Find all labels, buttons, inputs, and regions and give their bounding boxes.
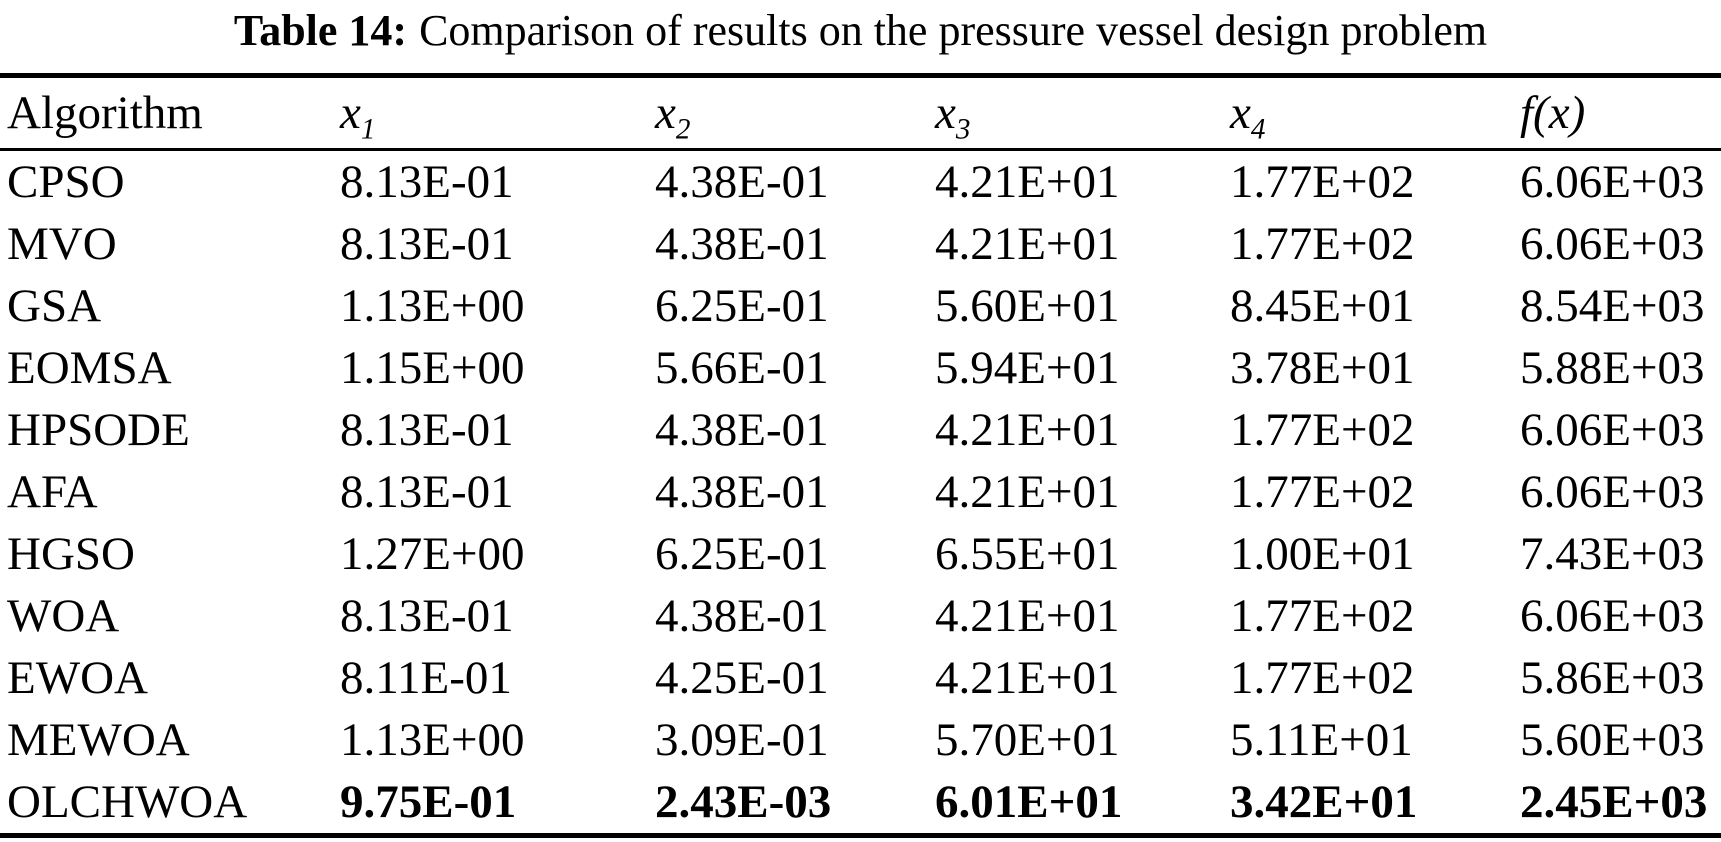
x2-value-cell: 4.38E-01 (655, 218, 829, 270)
x3-value-cell: 4.21E+01 (935, 218, 1120, 270)
fx-value-cell: 6.06E+03 (1520, 404, 1705, 456)
fx-value-cell: 6.06E+03 (1520, 156, 1705, 208)
x2-value-cell: 4.38E-01 (655, 404, 829, 456)
table-row-eomsa: EOMSA 1.15E+00 5.66E-01 5.94E+01 3.78E+0… (0, 337, 1721, 399)
table-row-ewoa: EWOA 8.11E-01 4.25E-01 4.21E+01 1.77E+02… (0, 647, 1721, 709)
x2-subscript: 2 (675, 113, 691, 146)
x3-value-cell: 4.21E+01 (935, 652, 1120, 704)
x3-value-cell: 6.55E+01 (935, 528, 1120, 580)
col-header-x1: x1 (340, 75, 655, 151)
x3-value-cell: 4.21E+01 (935, 156, 1120, 208)
table-caption: Table 14: Comparison of results on the pr… (0, 0, 1721, 59)
x2-symbol: x (655, 87, 676, 139)
algorithm-cell: MEWOA (7, 714, 190, 766)
table-row-hgso: HGSO 1.27E+00 6.25E-01 6.55E+01 1.00E+01… (0, 523, 1721, 585)
x2-value-cell: 4.38E-01 (655, 590, 829, 642)
x4-value-cell: 1.77E+02 (1230, 218, 1415, 270)
x2-value-cell: 5.66E-01 (655, 342, 829, 394)
x4-symbol: x (1230, 87, 1251, 139)
table-row-woa: WOA 8.13E-01 4.38E-01 4.21E+01 1.77E+02 … (0, 585, 1721, 647)
x4-subscript: 4 (1250, 113, 1266, 146)
algorithm-cell: CPSO (7, 156, 125, 208)
col-header-x3: x3 (935, 75, 1230, 151)
table-row-afa: AFA 8.13E-01 4.38E-01 4.21E+01 1.77E+02 … (0, 461, 1721, 523)
table-caption-number: Table 14: (233, 6, 408, 55)
algorithm-cell: WOA (7, 590, 120, 642)
x3-value-cell: 5.70E+01 (935, 714, 1120, 766)
x1-value-cell: 8.13E-01 (340, 156, 514, 208)
fx-value-cell: 6.06E+03 (1520, 590, 1705, 642)
x2-value-cell: 6.25E-01 (655, 528, 829, 580)
algorithm-cell: HGSO (7, 528, 135, 580)
x3-value-cell: 4.21E+01 (935, 466, 1120, 518)
x4-value-cell: 1.77E+02 (1230, 590, 1415, 642)
fx-value-cell: 2.45E+03 (1520, 776, 1708, 828)
fx-value-cell: 5.86E+03 (1520, 652, 1705, 704)
table-row-cpso: CPSO 8.13E-01 4.38E-01 4.21E+01 1.77E+02… (0, 150, 1721, 214)
x4-value-cell: 1.77E+02 (1230, 404, 1415, 456)
x4-value-cell: 8.45E+01 (1230, 280, 1415, 332)
x1-value-cell: 8.13E-01 (340, 404, 514, 456)
algorithm-cell: MVO (7, 218, 117, 270)
table-row-olchwoa: OLCHWOA 9.75E-01 2.43E-03 6.01E+01 3.42E… (0, 771, 1721, 836)
algorithm-cell: AFA (7, 466, 98, 518)
x1-value-cell: 1.27E+00 (340, 528, 525, 580)
header-row: Algorithm x1 x2 x3 x4 f(x) (0, 75, 1721, 151)
table-row-mewoa: MEWOA 1.13E+00 3.09E-01 5.70E+01 5.11E+0… (0, 709, 1721, 771)
fx-value-cell: 5.60E+03 (1520, 714, 1705, 766)
fx-value-cell: 6.06E+03 (1520, 218, 1705, 270)
x4-value-cell: 1.77E+02 (1230, 466, 1415, 518)
x4-value-cell: 3.42E+01 (1230, 776, 1418, 828)
x3-value-cell: 5.60E+01 (935, 280, 1120, 332)
x3-value-cell: 4.21E+01 (935, 404, 1120, 456)
x2-value-cell: 3.09E-01 (655, 714, 829, 766)
x2-value-cell: 4.38E-01 (655, 156, 829, 208)
x4-value-cell: 5.11E+01 (1230, 714, 1413, 766)
algorithm-cell: GSA (7, 280, 102, 332)
col-header-x4: x4 (1230, 75, 1520, 151)
table-row-mvo: MVO 8.13E-01 4.38E-01 4.21E+01 1.77E+02 … (0, 213, 1721, 275)
col-header-fx: f(x) (1520, 75, 1721, 151)
col-header-algorithm: Algorithm (0, 75, 340, 151)
table-row-gsa: GSA 1.13E+00 6.25E-01 5.60E+01 8.45E+01 … (0, 275, 1721, 337)
x1-value-cell: 1.13E+00 (340, 714, 525, 766)
x3-subscript: 3 (955, 113, 971, 146)
x1-value-cell: 8.11E-01 (340, 652, 512, 704)
x4-value-cell: 1.00E+01 (1230, 528, 1415, 580)
fx-value-cell: 8.54E+03 (1520, 280, 1705, 332)
x1-value-cell: 8.13E-01 (340, 218, 514, 270)
x2-value-cell: 6.25E-01 (655, 280, 829, 332)
algorithm-cell: EOMSA (7, 342, 172, 394)
x1-value-cell: 8.13E-01 (340, 590, 514, 642)
x1-symbol: x (340, 87, 361, 139)
x1-value-cell: 1.15E+00 (340, 342, 525, 394)
x1-value-cell: 1.13E+00 (340, 280, 525, 332)
x4-value-cell: 1.77E+02 (1230, 156, 1415, 208)
x3-symbol: x (935, 87, 956, 139)
x3-value-cell: 5.94E+01 (935, 342, 1120, 394)
x4-value-cell: 1.77E+02 (1230, 652, 1415, 704)
algorithm-cell: EWOA (7, 652, 148, 704)
x2-value-cell: 4.25E-01 (655, 652, 829, 704)
x3-value-cell: 4.21E+01 (935, 590, 1120, 642)
fx-value-cell: 5.88E+03 (1520, 342, 1705, 394)
fx-value-cell: 6.06E+03 (1520, 466, 1705, 518)
x4-value-cell: 3.78E+01 (1230, 342, 1415, 394)
x2-value-cell: 4.38E-01 (655, 466, 829, 518)
x1-value-cell: 9.75E-01 (340, 776, 517, 828)
x2-value-cell: 2.43E-03 (655, 776, 832, 828)
table-caption-text: Comparison of results on the pressure ve… (419, 6, 1488, 55)
results-table: Algorithm x1 x2 x3 x4 f(x) CPSO 8.13E-01… (0, 73, 1721, 838)
algorithm-cell: HPSODE (7, 404, 190, 456)
x1-subscript: 1 (360, 113, 376, 146)
col-header-x2: x2 (655, 75, 935, 151)
fx-value-cell: 7.43E+03 (1520, 528, 1705, 580)
x1-value-cell: 8.13E-01 (340, 466, 514, 518)
table-row-hpsode: HPSODE 8.13E-01 4.38E-01 4.21E+01 1.77E+… (0, 399, 1721, 461)
algorithm-cell: OLCHWOA (7, 776, 248, 828)
x3-value-cell: 6.01E+01 (935, 776, 1123, 828)
